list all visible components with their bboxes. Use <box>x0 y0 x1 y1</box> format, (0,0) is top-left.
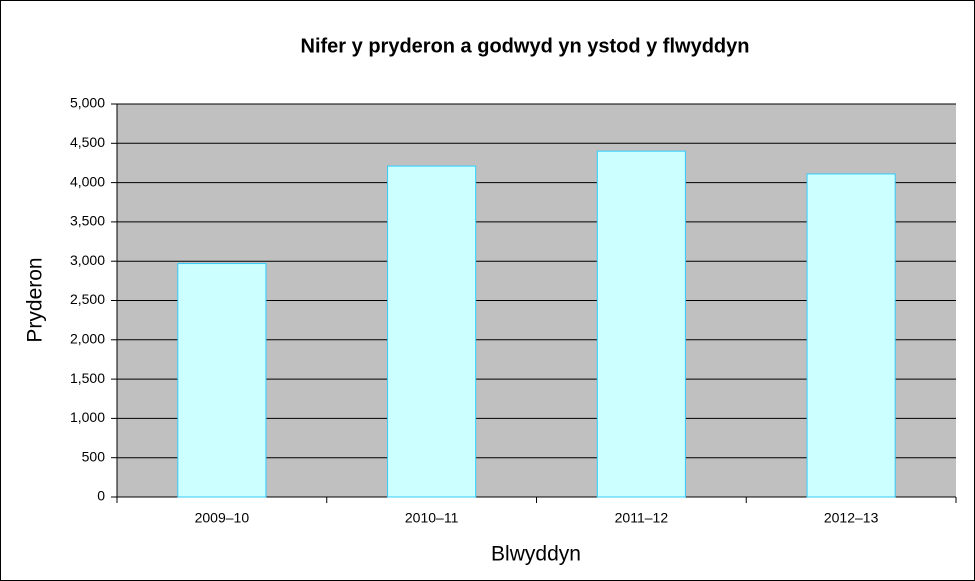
chart-title: Nifer y pryderon a godwyd yn ystod y flw… <box>301 35 750 57</box>
y-axis-title: Pryderon <box>24 257 47 342</box>
y-tick-label: 0 <box>97 488 105 504</box>
y-tick-label: 4,000 <box>70 173 105 189</box>
y-tick-label: 3,500 <box>70 213 105 229</box>
x-tick-label: 2010–11 <box>405 510 459 526</box>
bar <box>596 150 686 498</box>
y-tick-label: 4,500 <box>70 134 105 150</box>
bar <box>387 165 477 498</box>
y-tick-label: 1,000 <box>70 409 105 425</box>
y-tick-label: 2,500 <box>70 291 105 307</box>
x-tick-label: 2009–10 <box>195 510 250 526</box>
y-tick-label: 500 <box>82 448 106 464</box>
x-tick-label: 2012–13 <box>824 510 879 526</box>
y-tick-label: 2,000 <box>70 331 105 347</box>
y-tick-label: 1,500 <box>70 370 105 386</box>
y-tick-label: 3,000 <box>70 252 105 268</box>
bar <box>177 263 267 498</box>
y-tick-label: 5,000 <box>70 95 105 111</box>
x-axis-title: Blwyddyn <box>491 543 581 566</box>
bar <box>806 173 896 498</box>
x-tick-label: 2011–12 <box>615 510 669 526</box>
